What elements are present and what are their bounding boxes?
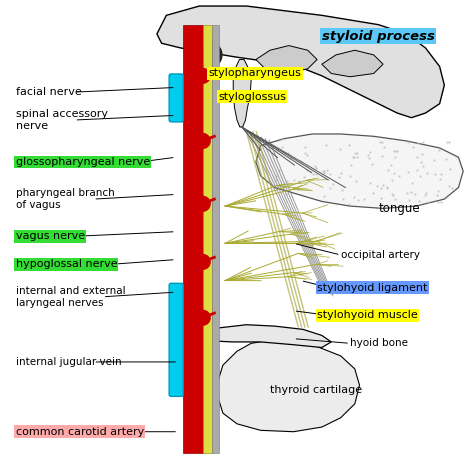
Text: tongue: tongue [378,202,420,215]
Polygon shape [233,59,251,127]
Text: pharyngeal branch
of vagus: pharyngeal branch of vagus [16,188,114,210]
FancyBboxPatch shape [212,25,219,453]
Text: stylohyoid ligament: stylohyoid ligament [317,283,428,292]
Text: stylopharyngeus: stylopharyngeus [209,68,301,79]
Text: vagus nerve: vagus nerve [16,231,85,241]
Circle shape [195,68,210,83]
Text: styloglossus: styloglossus [218,92,286,102]
Polygon shape [256,45,317,73]
Polygon shape [204,325,331,348]
FancyBboxPatch shape [202,25,212,453]
Text: stylohyoid muscle: stylohyoid muscle [317,310,418,321]
Text: glossopharyngeal nerve: glossopharyngeal nerve [16,157,150,167]
Circle shape [195,196,210,211]
Polygon shape [218,341,359,431]
Text: hypoglossal nerve: hypoglossal nerve [16,259,117,269]
Circle shape [196,42,222,68]
Polygon shape [322,50,383,77]
Circle shape [195,310,210,325]
Text: occipital artery: occipital artery [341,250,419,260]
Circle shape [195,133,210,148]
FancyBboxPatch shape [183,25,202,453]
Text: internal jugular vein: internal jugular vein [16,357,121,367]
Circle shape [195,255,210,270]
Text: common carotid artery: common carotid artery [16,427,144,437]
Text: facial nerve: facial nerve [16,87,81,97]
FancyBboxPatch shape [169,74,183,122]
Polygon shape [256,134,463,208]
Text: thyroid cartilage: thyroid cartilage [270,385,362,395]
Text: styloid process: styloid process [322,30,435,43]
Text: spinal accessory
nerve: spinal accessory nerve [16,109,108,131]
Polygon shape [157,6,444,117]
Text: internal and external
laryngeal nerves: internal and external laryngeal nerves [16,286,125,307]
Text: hyoid bone: hyoid bone [350,338,408,348]
FancyBboxPatch shape [169,283,183,396]
